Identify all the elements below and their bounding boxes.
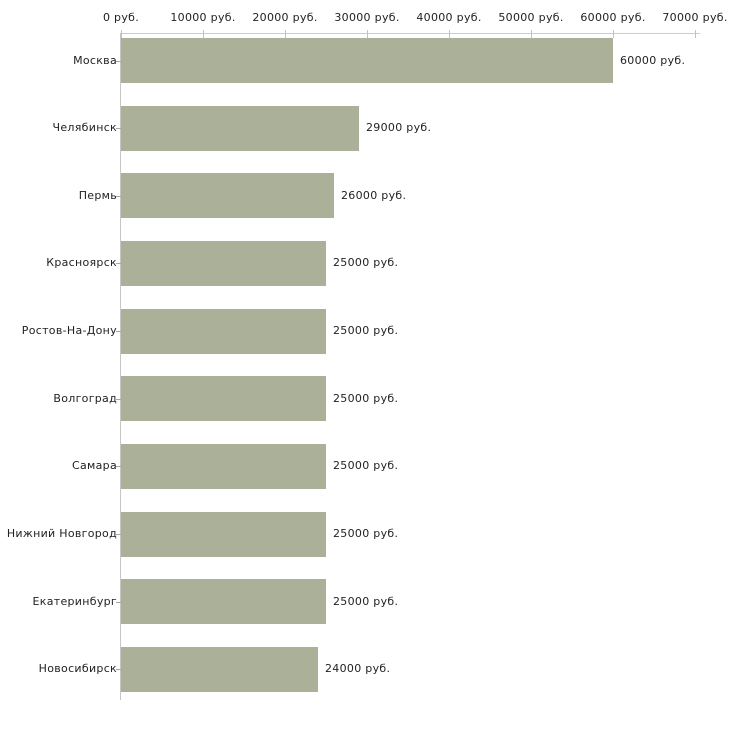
bar bbox=[121, 38, 613, 83]
bar bbox=[121, 376, 326, 421]
value-label: 29000 руб. bbox=[366, 121, 432, 134]
x-tick-mark bbox=[695, 30, 696, 38]
x-tick-mark bbox=[203, 30, 204, 38]
category-label: Москва bbox=[73, 54, 117, 67]
bar bbox=[121, 647, 318, 692]
y-tick-mark bbox=[116, 196, 121, 197]
x-tick-mark bbox=[449, 30, 450, 38]
value-label: 25000 руб. bbox=[333, 459, 399, 472]
value-label: 25000 руб. bbox=[333, 256, 399, 269]
value-label: 24000 руб. bbox=[325, 662, 391, 675]
x-tick-mark bbox=[613, 30, 614, 38]
x-tick-label: 10000 руб. bbox=[170, 11, 236, 24]
bar bbox=[121, 444, 326, 489]
x-tick-mark bbox=[367, 30, 368, 38]
y-tick-mark bbox=[116, 602, 121, 603]
bar bbox=[121, 241, 326, 286]
x-axis-line bbox=[121, 33, 700, 34]
y-tick-mark bbox=[116, 669, 121, 670]
value-label: 60000 руб. bbox=[620, 54, 686, 67]
bar bbox=[121, 106, 359, 151]
bar bbox=[121, 579, 326, 624]
y-axis-line bbox=[120, 33, 121, 700]
y-tick-mark bbox=[116, 466, 121, 467]
x-tick-label: 40000 руб. bbox=[416, 11, 482, 24]
x-tick-label: 20000 руб. bbox=[252, 11, 318, 24]
y-tick-mark bbox=[116, 399, 121, 400]
category-label: Челябинск bbox=[52, 121, 117, 134]
value-label: 25000 руб. bbox=[333, 392, 399, 405]
category-label: Ростов-На-Дону bbox=[21, 324, 117, 337]
x-tick-mark bbox=[121, 30, 122, 38]
value-label: 26000 руб. bbox=[341, 189, 407, 202]
y-tick-mark bbox=[116, 263, 121, 264]
category-label: Екатеринбург bbox=[32, 595, 117, 608]
category-label: Красноярск bbox=[46, 256, 117, 269]
value-label: 25000 руб. bbox=[333, 527, 399, 540]
x-tick-label: 0 руб. bbox=[102, 11, 140, 24]
x-tick-label: 70000 руб. bbox=[662, 11, 728, 24]
y-tick-mark bbox=[116, 534, 121, 535]
y-tick-mark bbox=[116, 331, 121, 332]
category-label: Новосибирск bbox=[38, 662, 117, 675]
category-label: Волгоград bbox=[53, 392, 117, 405]
y-tick-mark bbox=[116, 128, 121, 129]
bar bbox=[121, 173, 334, 218]
x-tick-label: 50000 руб. bbox=[498, 11, 564, 24]
category-label: Нижний Новгород bbox=[6, 527, 117, 540]
y-tick-mark bbox=[116, 61, 121, 62]
x-tick-mark bbox=[285, 30, 286, 38]
bar bbox=[121, 512, 326, 557]
x-tick-label: 60000 руб. bbox=[580, 11, 646, 24]
value-label: 25000 руб. bbox=[333, 595, 399, 608]
category-label: Самара bbox=[72, 459, 117, 472]
x-tick-label: 30000 руб. bbox=[334, 11, 400, 24]
bar bbox=[121, 309, 326, 354]
x-tick-mark bbox=[531, 30, 532, 38]
value-label: 25000 руб. bbox=[333, 324, 399, 337]
category-label: Пермь bbox=[78, 189, 117, 202]
